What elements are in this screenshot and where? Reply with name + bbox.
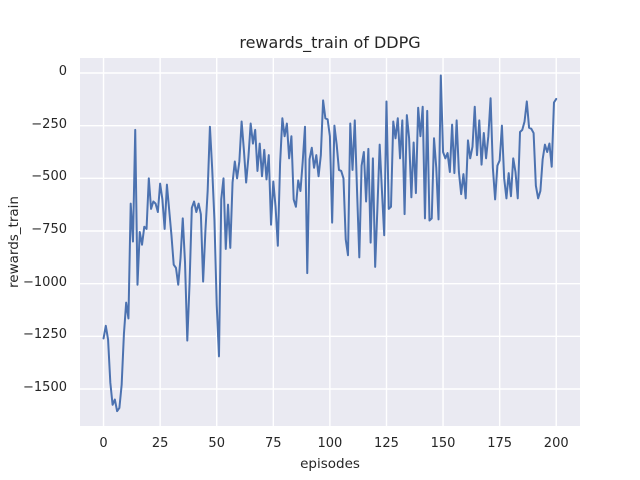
chart-title: rewards_train of DDPG: [239, 33, 421, 52]
y-tick-label: −500: [31, 169, 67, 185]
x-tick-label: 125: [374, 436, 399, 451]
y-tick-label: −1500: [23, 380, 67, 395]
x-tick-label: 25: [151, 436, 169, 451]
grid-lines: [80, 58, 580, 426]
x-axis-label: episodes: [300, 456, 360, 472]
plot-area: [80, 58, 580, 426]
y-tick-label: −1000: [23, 274, 67, 290]
x-tick-label: 150: [430, 436, 456, 451]
x-tick-label: 0: [99, 436, 108, 451]
x-tick-label: 200: [543, 436, 569, 451]
y-tick-label: −750: [31, 222, 67, 237]
y-tick-label: −1250: [23, 327, 67, 343]
y-tick-label: −250: [31, 116, 67, 132]
plot-canvas: [80, 58, 580, 426]
x-tick-label: 75: [265, 436, 282, 451]
x-tick-label: 100: [317, 436, 343, 451]
reward-line: [102, 74, 558, 413]
x-tick-label: 50: [208, 436, 225, 451]
y-tick-label: 0: [58, 63, 67, 79]
x-tick-label: 175: [487, 436, 513, 451]
